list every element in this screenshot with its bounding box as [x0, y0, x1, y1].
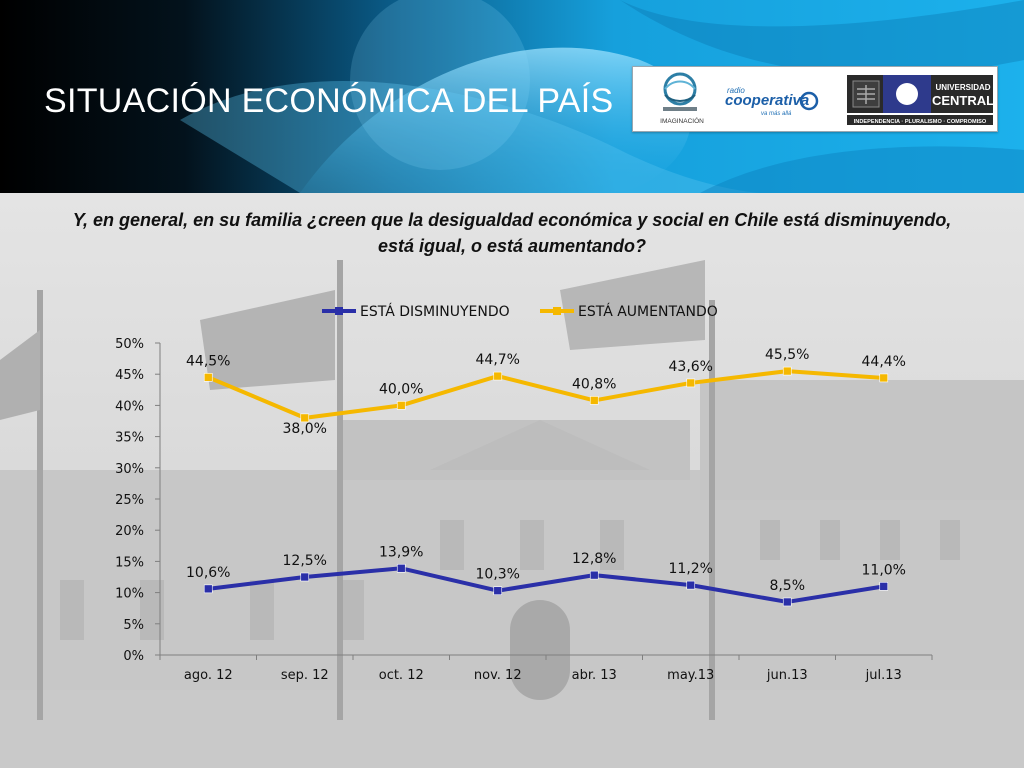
data-point: [493, 371, 503, 381]
universidad-central-logo: UNIVERSIDAD CENTRAL INDEPENDENCIA · PLUR…: [847, 75, 994, 125]
legend-label: ESTÁ AUMENTANDO: [578, 303, 718, 320]
data-label: 11,0%: [862, 562, 906, 578]
x-tick-label: oct. 12: [379, 668, 424, 683]
series-line-1: [206, 369, 886, 420]
y-tick-label: 25%: [115, 493, 144, 508]
data-point: [686, 378, 696, 388]
data-label: 38,0%: [283, 421, 327, 437]
data-label: 40,0%: [379, 381, 423, 397]
data-point: [203, 584, 213, 594]
data-point: [300, 572, 310, 582]
data-label: 40,8%: [572, 376, 616, 392]
data-point: [589, 570, 599, 580]
data-point: [300, 413, 310, 423]
x-tick-label: sep. 12: [281, 668, 329, 683]
y-tick-label: 5%: [123, 618, 144, 633]
data-label: 10,6%: [186, 565, 230, 581]
y-tick-label: 0%: [123, 649, 144, 664]
legend-swatch-marker: [335, 307, 343, 315]
data-label: 10,3%: [476, 567, 520, 583]
legend-swatch-marker: [553, 307, 561, 315]
y-tick-label: 20%: [115, 524, 144, 539]
x-tick-label: jun.13: [766, 668, 808, 683]
header-banner: [0, 0, 1024, 193]
y-tick-label: 50%: [115, 337, 144, 352]
y-tick-label: 10%: [115, 587, 144, 602]
data-label: 13,9%: [379, 544, 423, 560]
data-label: 44,7%: [476, 352, 520, 368]
data-label: 43,6%: [669, 359, 713, 375]
x-tick-label: may.13: [667, 668, 714, 683]
data-label: 8,5%: [769, 578, 805, 594]
data-label: 44,4%: [862, 354, 906, 370]
data-point: [396, 401, 406, 410]
x-tick-label: nov. 12: [474, 668, 522, 683]
cooperativa-name-text: cooperativa: [725, 92, 809, 109]
x-tick-label: jul.13: [865, 668, 902, 683]
cooperativa-radio-text: radio: [727, 86, 745, 95]
survey-question: Y, en general, en su familia ¿creen que …: [72, 210, 952, 256]
y-tick-label: 45%: [115, 368, 144, 383]
sponsor-logos: IMAGINACIÓN radio cooperativa va más all…: [632, 66, 998, 132]
data-label: 12,8%: [572, 551, 616, 567]
data-point: [782, 366, 792, 376]
series-line-0: [206, 566, 886, 604]
line-chart: 0% 5% 10% 15% 20% 25% 30% 35% 40% 45% 50% ago. 12 se…: [115, 303, 933, 683]
data-label: 12,5%: [283, 553, 327, 569]
data-label: 44,5%: [186, 353, 230, 369]
slide-title: SITUACIÓN ECONÓMICA DEL PAÍS: [44, 82, 614, 120]
data-point: [879, 582, 889, 591]
imaginacion-logo-text: IMAGINACIÓN: [660, 116, 704, 125]
data-point: [396, 563, 406, 573]
data-point: [686, 580, 696, 590]
y-tick-label: 15%: [115, 555, 144, 570]
x-tick-label: ago. 12: [184, 668, 233, 683]
data-label: 11,2%: [669, 561, 713, 577]
data-point: [782, 597, 792, 607]
legend-label: ESTÁ DISMINUYENDO: [360, 303, 510, 320]
data-point: [203, 373, 213, 382]
data-point: [879, 373, 889, 383]
x-tick-label: abr. 13: [572, 668, 617, 683]
universidad-text-2: CENTRAL: [932, 93, 994, 108]
y-tick-label: 30%: [115, 462, 144, 477]
y-tick-label: 35%: [115, 431, 144, 446]
cooperativa-tagline-text: va más allá: [761, 111, 792, 117]
universidad-motto: INDEPENDENCIA · PLURALISMO · COMPROMISO: [854, 119, 987, 125]
y-tick-label: 40%: [115, 399, 144, 414]
cooperativa-logo: radio cooperativa va más allá: [725, 86, 819, 117]
universidad-text-1: UNIVERSIDAD: [935, 83, 990, 92]
data-label: 45,5%: [765, 347, 809, 363]
data-point: [493, 586, 503, 596]
data-point: [589, 396, 599, 405]
imaginacion-logo: IMAGINACIÓN: [660, 72, 704, 125]
